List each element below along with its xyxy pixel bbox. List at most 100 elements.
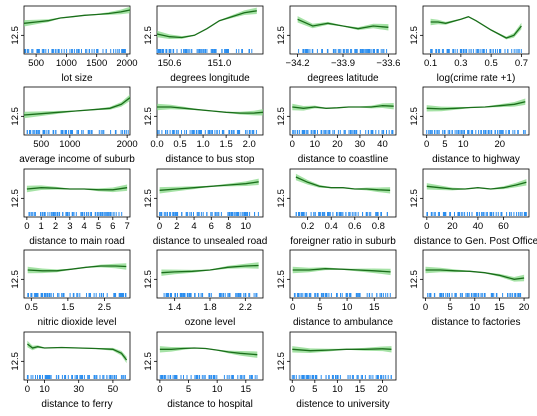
y-tick-label: 12.5 [409,189,420,208]
y-tick-label: 12.5 [276,26,287,45]
x-tick-label: 500 [33,139,49,150]
x-tick-label: 0 [25,384,30,395]
smooth-curve [292,105,394,109]
x-tick-label: 1000 [59,139,80,150]
x-axis-label: distance to hospital [167,399,253,410]
x-axis-label: distance to main road [29,236,125,247]
confidence-band [157,7,257,39]
x-tick-label: 15 [241,384,252,395]
panel-13: 0.5 1.5 2.5 12.5 nitric dioxide level [10,249,131,328]
x-axis-label: distence to university [296,399,389,410]
x-tick-label: 2 [174,221,179,232]
panel-7: 0 10 20 30 40 12.5 distance to coastline [276,86,397,165]
plot-frame [422,168,530,218]
x-tick-label: 0.6 [348,221,361,232]
x-axis-label: degrees latitude [307,73,379,84]
x-tick-label: 2.2 [239,302,252,313]
y-tick-label: 12.5 [409,26,420,45]
smooth-curve [425,269,525,280]
smooth-curve [27,265,127,272]
y-tick-label: 12.5 [10,352,21,371]
plot-frame [422,249,530,299]
panel-11: 0.2 0.4 0.6 0.8 12.5 foreigner ratio in subur… [276,168,397,247]
x-tick-label: 40 [377,139,388,150]
x-tick-label: 2.5 [98,302,111,313]
smooth-curve [430,15,522,39]
rug-marks [27,293,127,297]
x-tick-label: 1 [39,221,44,232]
x-tick-label: 2 [53,221,58,232]
x-tick-label: 2000 [117,139,138,150]
confidence-band [159,346,258,358]
x-tick-label: 20 [377,384,388,395]
confidence-band [297,16,389,31]
panel-17: 0 10 30 50 12.5 distance to ferry [10,331,131,410]
x-tick-label: 5 [317,302,322,313]
plot-frame [289,249,397,299]
x-axis-label: distance to coastline [298,154,389,165]
rug-marks [426,130,526,134]
y-tick-label: 12.5 [409,107,420,126]
rug-marks [157,130,257,134]
x-tick-label: −33.6 [376,58,400,69]
y-tick-label: 12.5 [143,26,154,45]
plot-frame [23,168,131,218]
panel-4: 0.1 0.3 0.5 0.7 12.5 log(crime rate +1) [409,5,530,84]
y-tick-label: 12.5 [143,352,154,371]
x-tick-label: 1.4 [168,302,181,313]
panel-9: 0 1 2 3 4 5 6 7 12.5 distance to main road [10,168,131,247]
x-tick-label: 10 [212,384,223,395]
x-tick-label: 60 [498,221,509,232]
x-tick-label: 151.0 [207,58,231,69]
x-tick-label: −34.2 [286,58,310,69]
x-tick-label: 0.2 [301,221,314,232]
x-axis-label: distance to ferry [41,399,112,410]
x-tick-label: 50 [108,384,119,395]
x-tick-label: 5 [447,302,452,313]
smooth-curve [159,347,258,356]
panel-6: 0.0 0.5 1.0 1.5 2.0 12.5 distance to bus stop [143,86,264,165]
panel-19: 0 5 10 15 20 12.5 distence to university [276,331,397,410]
smooth-curve [26,187,128,191]
x-tick-label: 2000 [116,58,137,69]
y-tick-label: 12.5 [276,270,287,289]
confidence-band [161,262,259,276]
x-tick-label: 5 [312,384,317,395]
smooth-curve [156,10,257,39]
x-tick-label: 1.5 [220,139,233,150]
panel-15: 0 5 10 15 12.5 distance to ambulance [276,249,397,328]
confidence-band [27,340,127,364]
x-tick-label: 500 [28,58,44,69]
smooth-curve [157,106,264,114]
x-tick-label: −33.9 [331,58,355,69]
smooth-curve [23,9,131,24]
x-tick-label: 150.6 [158,58,182,69]
x-tick-label: 1.8 [203,302,216,313]
x-tick-label: 0.5 [485,58,498,69]
y-tick-label: 12.5 [10,189,21,208]
x-tick-label: 10 [39,384,50,395]
rug-marks [426,212,527,216]
x-tick-label: 6 [209,221,214,232]
rug-marks [26,375,126,379]
confidence-band [24,94,130,119]
plot-frame [23,249,131,299]
x-axis-label: distance to highway [432,154,520,165]
rug-marks [163,293,258,297]
y-tick-label: 12.5 [276,107,287,126]
y-tick-label: 12.5 [143,107,154,126]
x-tick-label: 0 [290,302,295,313]
plot-frame [289,168,397,218]
x-tick-label: 0 [157,384,162,395]
x-tick-label: 0 [424,221,429,232]
rug-marks [24,49,126,53]
x-tick-label: 20 [447,221,458,232]
confidence-band [425,266,525,282]
panel-14: 1.4 1.8 2.2 12.5 ozone level [143,249,264,328]
panel-8: 0 5 10 20 12.5 distance to highway [409,86,530,165]
panel-1: 500 1000 1500 2000 12.5 lot size [10,5,138,84]
x-tick-label: 0.7 [515,58,528,69]
smooth-curve [292,268,391,273]
x-tick-label: 2.0 [243,139,256,150]
